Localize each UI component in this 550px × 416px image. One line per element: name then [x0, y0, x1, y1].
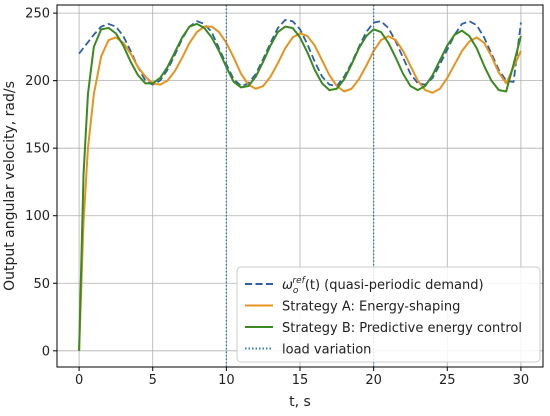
legend-label: ωoref(t) (quasi-periodic demand) [282, 276, 484, 296]
series-line-strategy-a-energy-shaping [78, 25, 522, 351]
y-tick-label: 200 [25, 74, 50, 89]
x-tick-label: 25 [439, 373, 456, 388]
legend-item: Strategy B: Predictive energy control [245, 321, 522, 336]
x-tick-label: 30 [513, 373, 530, 388]
y-tick-label: 50 [33, 277, 50, 292]
x-tick-label: 5 [149, 373, 157, 388]
legend-label: Strategy A: Energy-shaping [282, 300, 460, 315]
y-tick-label: 100 [25, 209, 50, 224]
x-tick-label: 15 [292, 373, 309, 388]
series-line-strategy-b-predictive-energy-control [78, 22, 522, 351]
x-axis-label: t, s [289, 394, 311, 410]
legend-item: Strategy A: Energy-shaping [245, 300, 460, 315]
series-line-o-ref-t-quasi-periodic-demand [78, 18, 522, 87]
y-tick-label: 250 [25, 7, 50, 22]
legend-label: Strategy B: Predictive energy control [282, 321, 522, 336]
y-axis-label: Output angular velocity, rad/s [2, 81, 18, 291]
legend-item: load variation [245, 343, 371, 358]
x-tick-label: 0 [75, 373, 83, 388]
legend-box [236, 266, 541, 363]
x-tick-label: 10 [218, 373, 235, 388]
legend-label: load variation [282, 343, 371, 358]
y-tick-label: 150 [25, 142, 50, 157]
legend: ωoref(t) (quasi-periodic demand) Strategy… [236, 266, 541, 363]
x-tick-label: 20 [365, 373, 382, 388]
legend-item: ωoref(t) (quasi-periodic demand) [245, 276, 484, 296]
axis-ticks: 0 5 10 15 20 25 30 0 50 100 150 200 250 [25, 7, 529, 388]
y-tick-label: 0 [42, 344, 50, 359]
